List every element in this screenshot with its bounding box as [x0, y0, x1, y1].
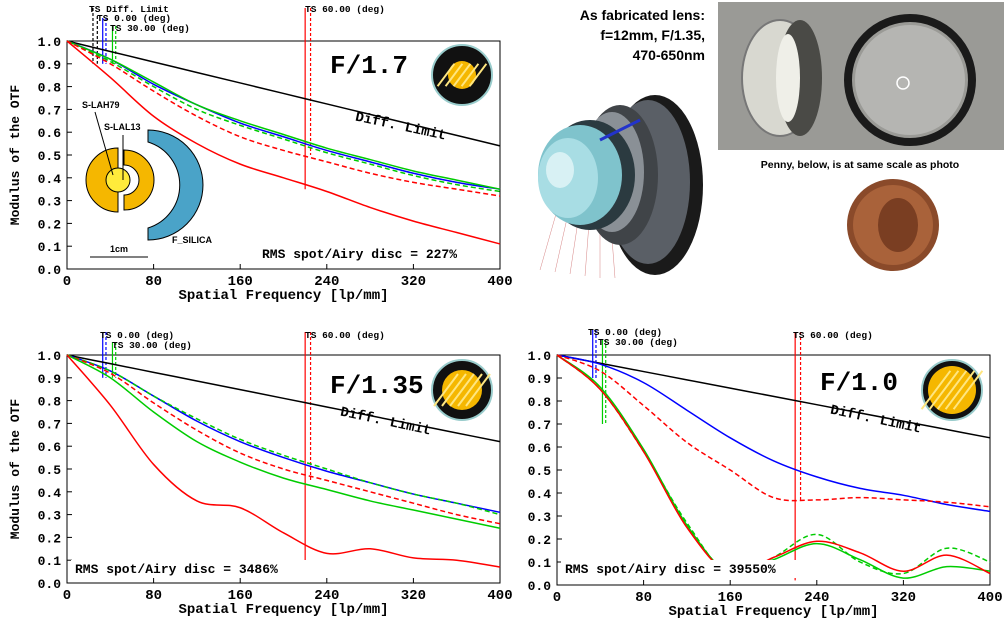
field-label: TS 60.00 (deg)	[305, 330, 385, 341]
chart-title: F/1.0	[820, 368, 898, 398]
y-tick-label: 0.4	[38, 172, 62, 187]
caption-line: As fabricated lens:	[580, 7, 705, 23]
y-tick-label: 0.3	[528, 510, 552, 525]
y-tick-label: 0.2	[38, 531, 62, 546]
y-tick-label: 0.2	[528, 533, 552, 548]
y-tick-label: 0.7	[38, 103, 61, 118]
lens-label: 1cm	[110, 244, 128, 254]
y-tick-label: 0.6	[38, 440, 62, 455]
field-label: TS 30.00 (deg)	[598, 337, 678, 348]
penny	[847, 179, 939, 271]
lens-photo	[718, 2, 1004, 150]
x-tick-label: 80	[145, 588, 162, 604]
x-tick-label: 0	[63, 588, 71, 604]
rms-label: RMS spot/Airy disc = 227%	[262, 247, 457, 262]
y-axis-label: Modulus of the OTF	[8, 399, 23, 540]
diff-limit-label: Diff. Limit	[354, 110, 448, 145]
y-tick-label: 0.3	[38, 509, 62, 524]
lens-label: F_SILICA	[172, 235, 213, 245]
diff-limit-label: Diff. Limit	[339, 405, 433, 440]
page: {"chart_data": [ {"type": "line", "title…	[0, 0, 1006, 624]
figure: As fabricated lens: f=12mm, F/1.35, 470-…	[0, 0, 1006, 624]
caption-line: f=12mm, F/1.35,	[600, 27, 705, 43]
x-tick-label: 320	[401, 588, 426, 604]
lens-label: S-LAL13	[104, 122, 141, 132]
lens-render	[538, 95, 703, 278]
x-tick-label: 400	[977, 590, 1002, 606]
y-tick-label: 0.5	[38, 463, 62, 478]
y-tick-label: 0.5	[528, 464, 552, 479]
y-tick-label: 0.5	[38, 149, 62, 164]
y-tick-label: 0.1	[38, 240, 62, 255]
y-tick-label: 0.7	[38, 417, 61, 432]
y-axis-label: Modulus of the OTF	[8, 85, 23, 226]
field-label: TS 30.00 (deg)	[112, 340, 192, 351]
x-tick-label: 320	[401, 274, 426, 290]
y-tick-label: 0.7	[528, 418, 551, 433]
y-tick-label: 0.0	[38, 577, 62, 592]
y-tick-label: 1.0	[38, 35, 62, 50]
rms-label: RMS spot/Airy disc = 3486%	[75, 562, 278, 577]
x-tick-label: 320	[891, 590, 916, 606]
x-axis-label: Spatial Frequency [lp/mm]	[178, 288, 388, 304]
y-tick-label: 0.4	[528, 487, 552, 502]
chart-title: F/1.35	[330, 371, 424, 401]
y-tick-label: 0.8	[38, 395, 62, 410]
y-tick-label: 0.9	[38, 58, 62, 73]
x-axis-label: Spatial Frequency [lp/mm]	[178, 602, 388, 618]
x-tick-label: 400	[487, 588, 512, 604]
field-label: TS 60.00 (deg)	[793, 330, 873, 341]
y-tick-label: 0.8	[528, 395, 552, 410]
x-tick-label: 0	[63, 274, 71, 290]
chart-title: F/1.7	[330, 51, 408, 81]
y-tick-label: 0.4	[38, 486, 62, 501]
y-tick-label: 0.9	[528, 372, 552, 387]
lens-label: S-LAH79	[82, 100, 120, 110]
x-tick-label: 80	[145, 274, 162, 290]
y-tick-label: 0.3	[38, 195, 62, 210]
y-tick-label: 0.8	[38, 81, 62, 96]
y-tick-label: 0.6	[38, 126, 62, 141]
y-tick-label: 0.0	[38, 263, 62, 278]
photo-caption: Penny, below, is at same scale as photo	[761, 159, 959, 171]
y-tick-label: 1.0	[528, 349, 552, 364]
field-label: TS 30.00 (deg)	[110, 23, 190, 34]
x-tick-label: 400	[487, 274, 512, 290]
rms-label: RMS spot/Airy disc = 39550%	[565, 562, 776, 577]
field-label: TS 60.00 (deg)	[305, 4, 385, 15]
diff-limit-label: Diff. Limit	[829, 403, 923, 438]
y-tick-label: 0.2	[38, 217, 62, 232]
y-tick-label: 0.1	[528, 556, 552, 571]
caption-line: 470-650nm	[633, 47, 705, 63]
x-axis-label: Spatial Frequency [lp/mm]	[668, 604, 878, 620]
y-tick-label: 0.0	[528, 579, 552, 594]
y-tick-label: 0.1	[38, 554, 62, 569]
x-tick-label: 0	[553, 590, 561, 606]
x-tick-label: 80	[635, 590, 652, 606]
y-tick-label: 0.9	[38, 372, 62, 387]
y-tick-label: 0.6	[528, 441, 552, 456]
y-tick-label: 1.0	[38, 349, 62, 364]
